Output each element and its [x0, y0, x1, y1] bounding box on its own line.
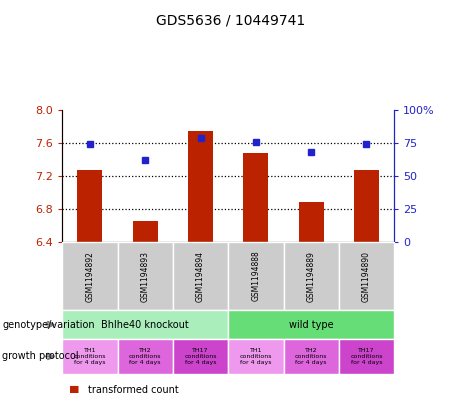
Text: GSM1194893: GSM1194893: [141, 251, 150, 301]
Text: transformed count: transformed count: [88, 385, 178, 393]
Text: GSM1194890: GSM1194890: [362, 251, 371, 301]
Bar: [77, 170, 102, 242]
Text: TH1
conditions
for 4 days: TH1 conditions for 4 days: [240, 348, 272, 365]
Bar: [188, 130, 213, 242]
Text: GSM1194888: GSM1194888: [251, 251, 260, 301]
Text: GSM1194894: GSM1194894: [196, 251, 205, 301]
Bar: [354, 170, 379, 242]
Text: ■: ■: [69, 385, 80, 393]
Text: genotype/variation: genotype/variation: [2, 320, 95, 330]
Text: growth protocol: growth protocol: [2, 351, 79, 362]
Text: TH2
conditions
for 4 days: TH2 conditions for 4 days: [295, 348, 327, 365]
Text: TH2
conditions
for 4 days: TH2 conditions for 4 days: [129, 348, 161, 365]
Text: TH1
conditions
for 4 days: TH1 conditions for 4 days: [74, 348, 106, 365]
Text: GSM1194892: GSM1194892: [85, 251, 95, 301]
Text: GDS5636 / 10449741: GDS5636 / 10449741: [156, 14, 305, 28]
Text: Bhlhe40 knockout: Bhlhe40 knockout: [101, 320, 189, 330]
Bar: [299, 202, 324, 242]
Text: TH17
conditions
for 4 days: TH17 conditions for 4 days: [350, 348, 383, 365]
Bar: [133, 221, 158, 242]
Bar: [243, 153, 268, 242]
Text: TH17
conditions
for 4 days: TH17 conditions for 4 days: [184, 348, 217, 365]
Text: GSM1194889: GSM1194889: [307, 251, 316, 301]
Text: wild type: wild type: [289, 320, 333, 330]
